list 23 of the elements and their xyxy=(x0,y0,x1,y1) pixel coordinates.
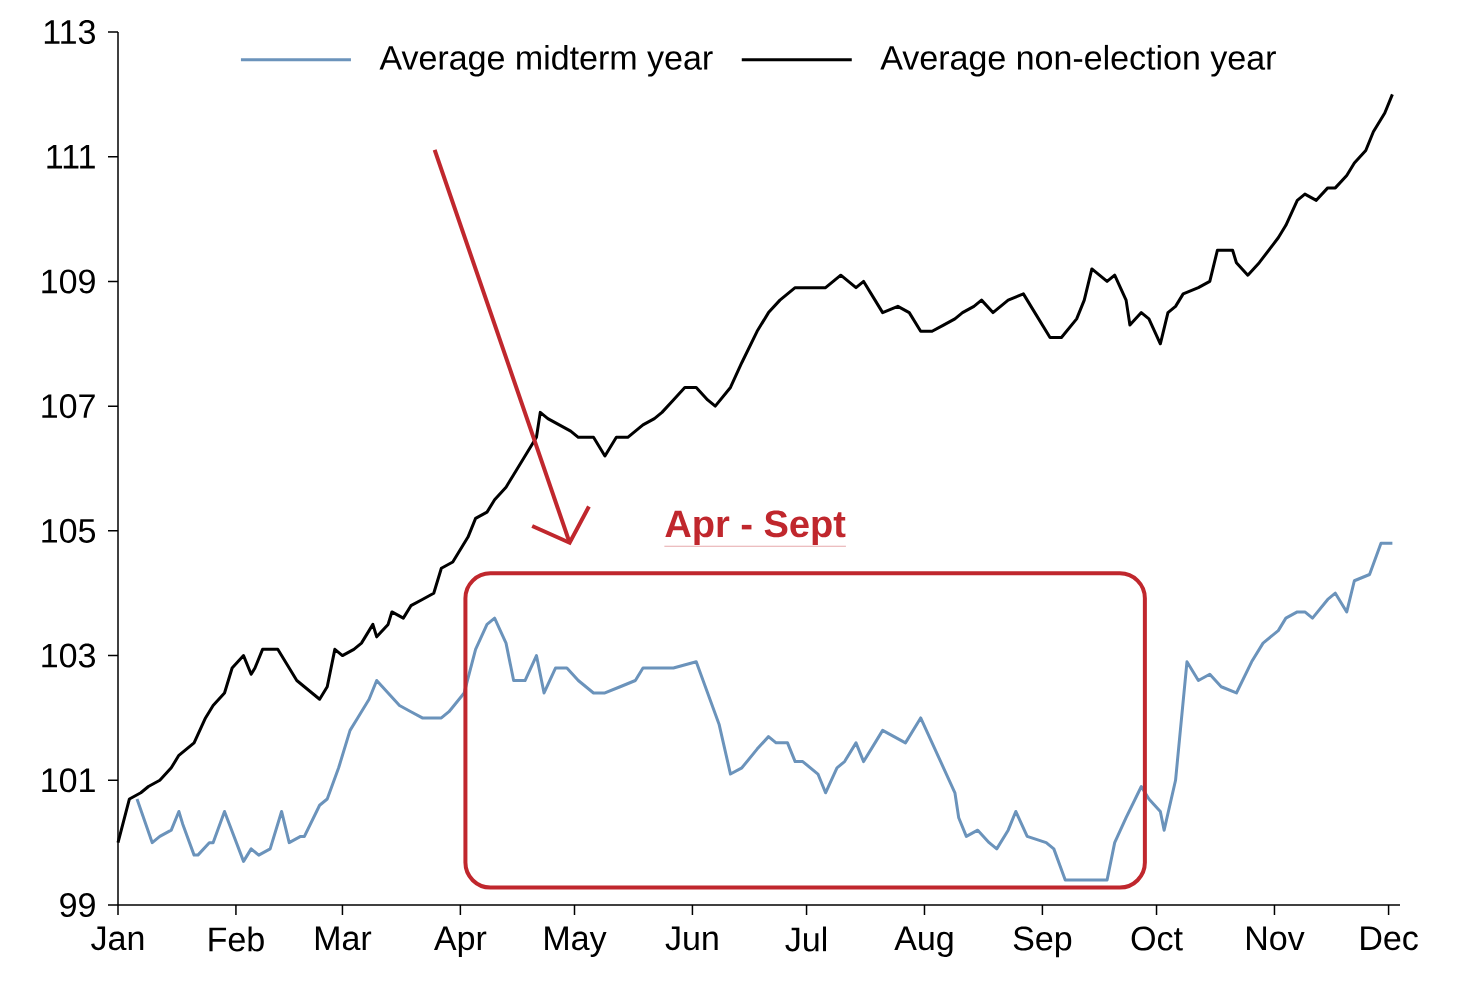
x-tick-label: Dec xyxy=(1361,926,1418,951)
y-tick-label: 105 xyxy=(42,518,96,543)
legend-label: Average midterm year xyxy=(379,44,713,77)
y-tick-label: 103 xyxy=(42,643,95,668)
x-tick-label: Jan xyxy=(91,926,144,951)
x-tick-label: Nov xyxy=(1247,926,1305,951)
x-tick-label: Mar xyxy=(315,926,372,951)
y-tick-label: 107 xyxy=(42,394,95,419)
y-tick-label: 111 xyxy=(47,145,95,169)
annotation: Apr - Sept xyxy=(665,510,846,545)
x-tick-label: May xyxy=(545,926,607,957)
x-tick-label: Oct xyxy=(1131,926,1183,951)
y-tick-label: 113 xyxy=(44,19,95,45)
x-tick-label: Feb xyxy=(209,926,264,952)
legend-label: Average non-election year xyxy=(880,44,1276,77)
x-tick-label: Jul xyxy=(785,926,826,952)
x-tick-label: Aug xyxy=(894,926,953,957)
y-tick-label: 101 xyxy=(42,768,95,793)
x-tick-label: Jun xyxy=(665,926,718,951)
x-tick-label: Sep xyxy=(1013,926,1072,958)
y-tick-label: 99 xyxy=(60,892,95,918)
x-tick-label: Apr xyxy=(433,926,487,957)
y-tick-label: 109 xyxy=(42,269,95,294)
